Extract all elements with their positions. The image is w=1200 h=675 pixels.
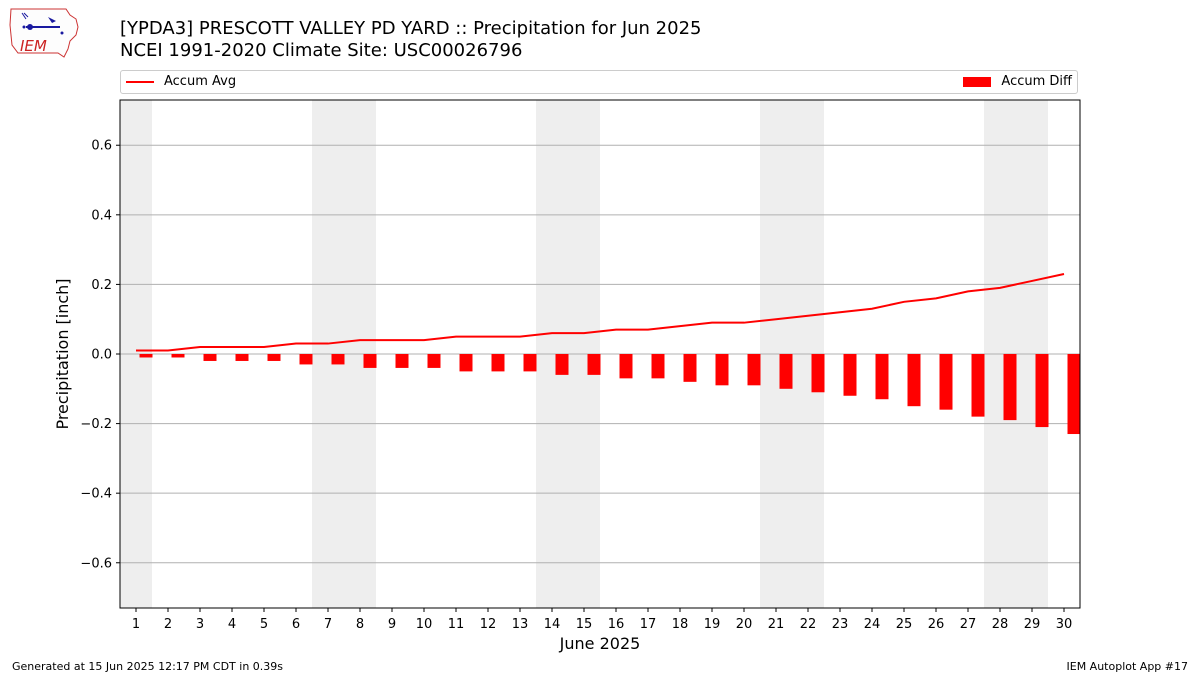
iem-logo: IEM: [9, 8, 79, 58]
accum-avg-line: [136, 272, 1065, 352]
accum-diff-bar: [427, 354, 441, 368]
accum-diff-bar: [139, 354, 153, 358]
x-tick-label: 21: [768, 617, 785, 632]
chart-title: [YPDA3] PRESCOTT VALLEY PD YARD :: Preci…: [120, 18, 702, 39]
x-tick-label: 18: [672, 617, 689, 632]
x-tick-label: 6: [292, 617, 300, 632]
x-tick-label: 5: [260, 617, 268, 632]
x-tick-label: 9: [388, 617, 396, 632]
logo-text: IEM: [20, 37, 47, 55]
accum-diff-bar: [651, 354, 665, 379]
x-tick-label: 10: [416, 617, 433, 632]
x-tick-label: 25: [896, 617, 913, 632]
footer-app: IEM Autoplot App #17: [1066, 660, 1189, 673]
accum-diff-bar: [683, 354, 697, 382]
y-tick-label: −0.2: [80, 417, 112, 432]
accum-diff-bar: [811, 354, 825, 393]
legend-label-accum-diff: Accum Diff: [1001, 74, 1072, 89]
y-tick-label: 0.6: [91, 139, 112, 154]
x-tick-label: 26: [928, 617, 945, 632]
y-tick-label: 0.4: [91, 208, 112, 223]
accum-diff-bar: [267, 354, 281, 361]
accum-diff-bar: [171, 354, 185, 358]
x-tick-label: 14: [544, 617, 561, 632]
x-tick-label: 3: [196, 617, 204, 632]
x-tick-label: 23: [832, 617, 849, 632]
x-tick-label: 11: [448, 617, 465, 632]
x-tick-label: 24: [864, 617, 881, 632]
x-tick-label: 28: [992, 617, 1009, 632]
accum-diff-bar: [747, 354, 761, 386]
accum-diff-bar: [875, 354, 889, 400]
accum-diff-bar: [1003, 354, 1017, 421]
x-tick-label: 8: [356, 617, 364, 632]
y-axis-label: Precipitation [inch]: [53, 278, 72, 429]
x-axis-label: June 2025: [559, 634, 641, 653]
x-tick-label: 4: [228, 617, 236, 632]
accum-diff-bar: [1067, 354, 1081, 435]
y-tick-label: 0.2: [91, 278, 112, 293]
legend-swatch-bar: [963, 76, 992, 87]
x-tick-label: 22: [800, 617, 817, 632]
accum-diff-bars: [139, 354, 1081, 435]
x-tick-label: 29: [1024, 617, 1041, 632]
y-tick-label: 0.0: [91, 348, 112, 363]
accum-diff-bar: [459, 354, 473, 372]
legend-label-accum-avg: Accum Avg: [164, 74, 237, 89]
x-tick-label: 19: [704, 617, 721, 632]
accum-diff-bar: [619, 354, 633, 379]
accum-diff-bar: [203, 354, 217, 361]
accum-diff-bar: [555, 354, 569, 375]
x-tick-label: 16: [608, 617, 625, 632]
x-tick-label: 30: [1056, 617, 1073, 632]
x-tick-label: 7: [324, 617, 332, 632]
accum-diff-bar: [491, 354, 505, 372]
x-tick-label: 27: [960, 617, 977, 632]
accum-avg-line-group: [136, 272, 1065, 352]
legend-item-accum-diff: Accum Diff: [963, 74, 1072, 89]
accum-diff-bar: [299, 354, 313, 365]
accum-diff-bar: [971, 354, 985, 417]
x-tick-label: 1: [132, 617, 140, 632]
x-tick-label: 20: [736, 617, 753, 632]
x-tick-label: 15: [576, 617, 593, 632]
accum-diff-bar: [235, 354, 249, 361]
x-tick-label: 2: [164, 617, 172, 632]
accum-diff-bar: [587, 354, 601, 375]
accum-diff-bar: [715, 354, 729, 386]
accum-diff-bar: [395, 354, 409, 368]
accum-diff-bar: [523, 354, 537, 372]
x-tick-label: 13: [512, 617, 529, 632]
chart-subtitle: NCEI 1991-2020 Climate Site: USC00026796: [120, 40, 523, 61]
accum-diff-bar: [363, 354, 377, 368]
footer-generated: Generated at 15 Jun 2025 12:17 PM CDT in…: [12, 660, 284, 673]
accum-diff-bar: [1035, 354, 1049, 428]
y-tick-label: −0.4: [80, 487, 112, 502]
legend: Accum Avg Accum Diff: [120, 70, 1078, 94]
legend-swatch-line: [126, 80, 154, 83]
y-tick-label: −0.6: [80, 556, 112, 571]
accum-diff-bar: [843, 354, 857, 396]
accum-diff-bar: [779, 354, 793, 389]
accum-diff-bar: [907, 354, 921, 407]
x-tick-label: 12: [480, 617, 497, 632]
accum-diff-bar: [331, 354, 345, 365]
legend-item-accum-avg: Accum Avg: [126, 74, 236, 89]
y-axis-ticks: −0.6 −0.4 −0.2 0.0 0.2 0.4 0.6: [80, 139, 120, 571]
x-axis-ticks: 1 2 3 4 5 6 7 8 9 10 11 12 13 14 15 16 17 18 19 20 21 22 23 24 2…: [132, 608, 1072, 632]
x-tick-label: 17: [640, 617, 657, 632]
accum-diff-bar: [939, 354, 953, 410]
